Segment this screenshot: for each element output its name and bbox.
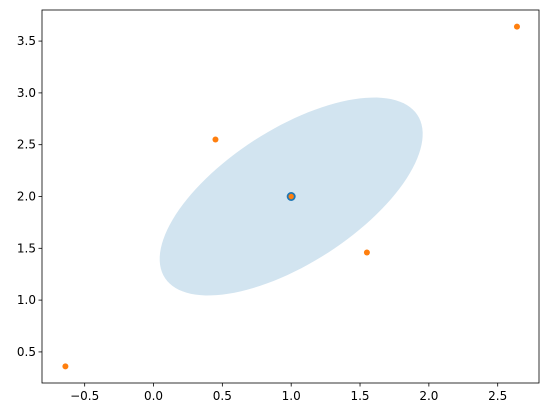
y-tick-label: 0.5 <box>17 345 36 359</box>
x-tick-label: −0.5 <box>70 389 99 403</box>
data-point <box>513 23 520 30</box>
data-point <box>212 136 219 143</box>
y-tick-label: 3.5 <box>17 34 36 48</box>
x-tick-label: 0.0 <box>144 389 163 403</box>
data-point <box>288 193 295 200</box>
mean-marker <box>286 191 296 201</box>
y-tick-label: 1.5 <box>17 241 36 255</box>
x-tick-label: 1.5 <box>350 389 369 403</box>
y-tick-label: 2.5 <box>17 138 36 152</box>
y-tick-label: 3.0 <box>17 86 36 100</box>
y-tick-label: 1.0 <box>17 293 36 307</box>
y-tick-label: 2.0 <box>17 190 36 204</box>
x-tick-label: 2.0 <box>419 389 438 403</box>
x-tick-label: 0.5 <box>213 389 232 403</box>
x-tick-label: 1.0 <box>282 389 301 403</box>
plot-area <box>62 23 520 370</box>
data-point <box>62 363 69 370</box>
data-point <box>363 249 370 256</box>
x-tick-label: 2.5 <box>488 389 507 403</box>
